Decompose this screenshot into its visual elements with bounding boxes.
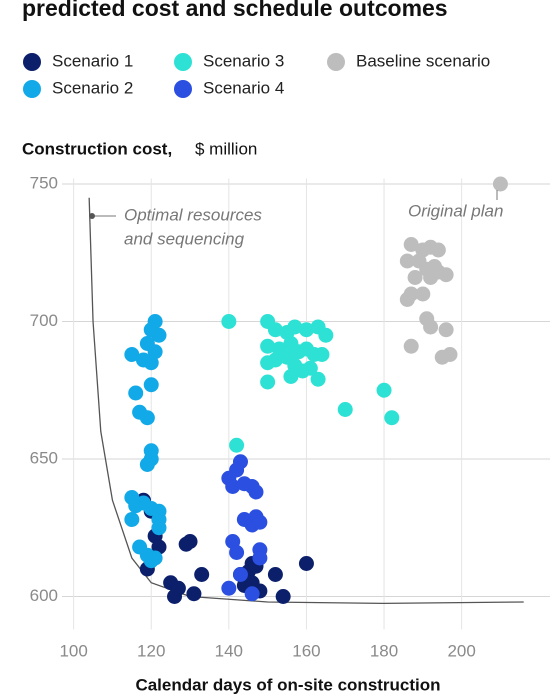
point: [252, 514, 268, 530]
point: [430, 264, 446, 280]
legend-label: Scenario 2: [52, 78, 133, 97]
legend-label: Scenario 1: [52, 51, 133, 70]
point: [298, 322, 314, 338]
point: [124, 347, 140, 362]
annotation: and sequencing: [124, 229, 245, 248]
x-axis-title: Calendar days of on-site construction: [135, 675, 440, 694]
point: [194, 567, 210, 582]
point: [260, 338, 276, 354]
legend-swatch: [327, 53, 345, 71]
legend-label: Baseline scenario: [356, 51, 490, 70]
y-axis-unit: $ million: [195, 139, 257, 158]
x-tick-label: 200: [447, 641, 475, 660]
legend-swatch: [174, 53, 192, 71]
legend-swatch: [23, 80, 41, 98]
y-tick-label: 600: [30, 586, 58, 605]
point: [124, 512, 140, 527]
point: [229, 437, 245, 453]
point: [186, 586, 202, 602]
point: [415, 286, 431, 302]
point: [139, 457, 155, 472]
point: [225, 479, 241, 494]
point: [182, 534, 198, 549]
point: [407, 270, 423, 285]
point: [260, 374, 276, 390]
point: [314, 347, 330, 362]
x-tick-label: 140: [215, 641, 243, 660]
x-tick-label: 100: [59, 641, 87, 660]
point: [221, 580, 237, 596]
y-axis-title: Construction cost,: [22, 139, 172, 158]
point: [143, 355, 159, 371]
point: [252, 550, 268, 566]
y-tick-label: 700: [30, 311, 58, 330]
y-tick-label: 650: [30, 448, 58, 467]
point: [399, 292, 415, 307]
point: [310, 371, 326, 387]
x-tick-label: 160: [292, 641, 320, 660]
point: [399, 253, 415, 269]
annotation: Original plan: [408, 201, 503, 220]
point: [232, 567, 248, 582]
point: [376, 382, 392, 398]
point: [442, 347, 458, 362]
point: [267, 322, 283, 338]
point: [287, 319, 303, 335]
point: [143, 377, 159, 393]
legend-swatch: [174, 80, 192, 98]
point: [267, 567, 283, 582]
point: [151, 520, 167, 536]
chart-title: predicted cost and schedule outcomes: [22, 0, 448, 21]
point: [139, 410, 155, 426]
point: [143, 322, 159, 338]
point: [244, 586, 260, 602]
point: [221, 314, 237, 329]
x-tick-label: 120: [137, 641, 165, 660]
point: [318, 327, 334, 343]
y-tick-label: 750: [30, 173, 58, 192]
point: [403, 237, 419, 252]
point: [384, 410, 400, 426]
point: [283, 369, 299, 384]
plot: [88, 176, 524, 605]
x-tick-label: 180: [370, 641, 398, 660]
point: [492, 176, 508, 192]
point: [430, 242, 446, 258]
point: [423, 319, 439, 335]
point: [248, 484, 264, 500]
annotation: Optimal resources: [124, 205, 262, 224]
point: [267, 352, 283, 368]
point: [229, 545, 245, 560]
point: [244, 575, 260, 591]
point: [298, 556, 314, 571]
leader-dot: [89, 213, 95, 219]
legend-label: Scenario 3: [203, 51, 284, 70]
point: [128, 385, 144, 401]
point: [438, 322, 454, 338]
point: [275, 589, 291, 604]
legend-label: Scenario 4: [203, 78, 284, 97]
point: [170, 580, 186, 596]
legend-swatch: [23, 53, 41, 71]
point: [403, 338, 419, 354]
point: [337, 402, 353, 417]
point: [147, 550, 163, 566]
point: [302, 360, 318, 376]
